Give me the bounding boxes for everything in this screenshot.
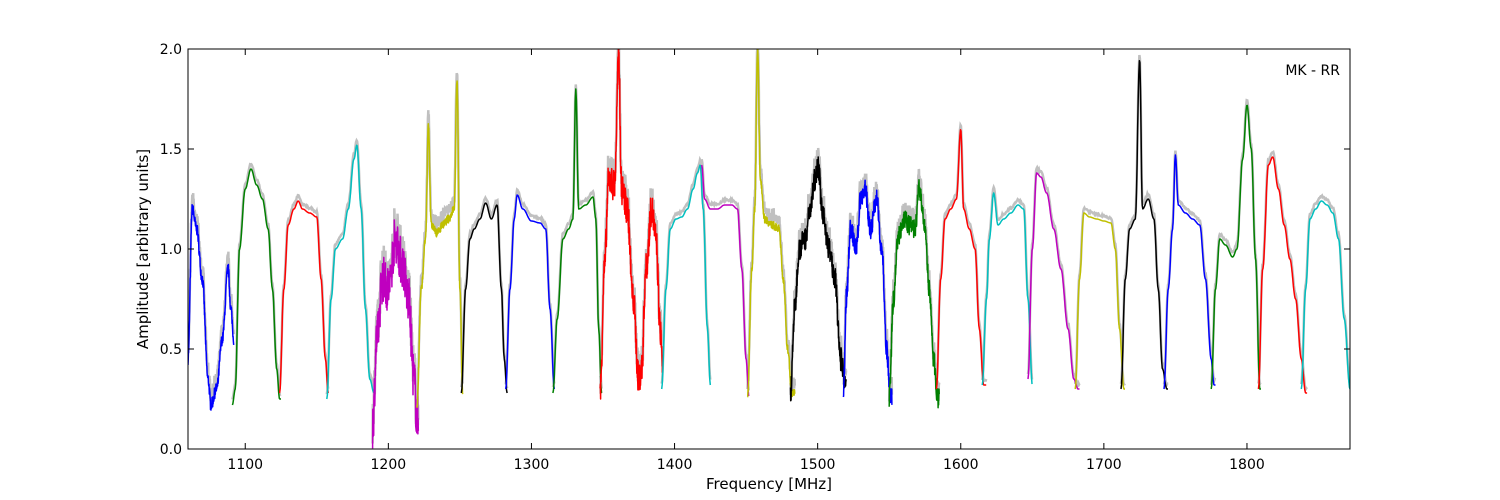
y-tick-label: 1.5 [160,142,182,158]
band-line-8 [504,194,556,390]
y-tick-label: 0.0 [160,442,182,458]
band-line-12 [700,164,750,397]
band-line-15 [842,179,893,405]
band-line-6 [416,80,464,408]
band-line-2 [231,168,282,406]
band-line-18 [981,192,1033,386]
band-line-14 [789,156,848,402]
band-line-20 [1074,212,1126,390]
x-tick-label: 1300 [514,457,550,473]
panel-annotation: MK - RR [1285,63,1340,79]
band-series-group [188,49,1350,449]
background-band-line [935,121,988,384]
background-band-line [278,193,330,389]
x-axis: 1100 1200 1300 1400 1500 1600 1700 1800 [227,49,1265,473]
background-band-line [660,155,712,384]
band-line-5 [371,219,420,449]
background-band-line [1162,150,1217,385]
x-tick-label: 1200 [371,457,407,473]
band-line-1 [188,203,235,411]
band-line-7 [460,202,508,394]
background-band-line [460,194,509,389]
x-tick-label: 1500 [800,457,836,473]
band-line-3 [278,200,329,394]
band-line-19 [1027,172,1080,390]
band-line-24 [1257,156,1308,394]
band-line-16 [888,179,940,409]
x-tick-label: 1700 [1086,457,1122,473]
background-band-line [504,187,556,385]
y-axis-label: Amplitude [arbitrary units] [134,149,152,349]
band-line-11 [660,164,712,390]
band-line-10 [599,49,664,400]
x-axis-label: Frequency [MHz] [706,475,832,493]
band-line-9 [552,88,603,394]
background-band-line [887,168,941,402]
band-line-22 [1163,154,1216,390]
background-band-line [1026,164,1081,389]
y-tick-label: 2.0 [160,42,182,58]
band-line-23 [1210,104,1262,390]
x-tick-label: 1400 [657,457,693,473]
x-tick-label: 1100 [227,457,263,473]
background-band-line [789,147,848,395]
y-tick-label: 1.0 [160,242,182,258]
band-line-17 [935,129,987,390]
band-line-13 [746,49,796,398]
band-line-25 [1300,200,1350,390]
y-tick-label: 0.5 [160,342,182,358]
x-tick-label: 1600 [943,457,979,473]
band-line-21 [1120,59,1169,390]
band-line-4 [326,144,375,400]
y-axis: 0.0 0.5 1.0 1.5 2.0 [160,42,1350,458]
x-tick-label: 1800 [1229,457,1265,473]
background-band-line [231,162,282,400]
